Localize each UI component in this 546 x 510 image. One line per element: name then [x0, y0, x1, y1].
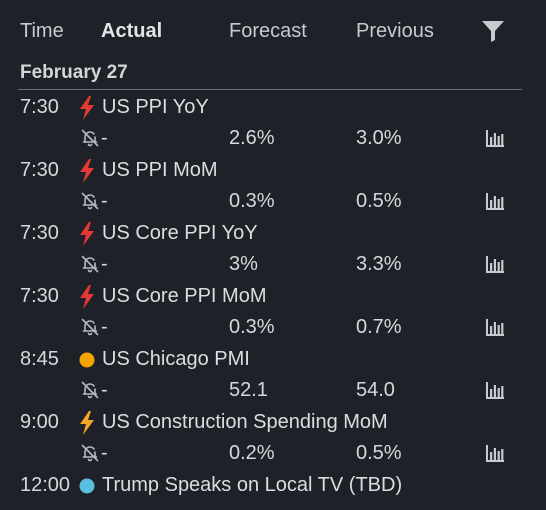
bell-off-icon[interactable] — [80, 317, 100, 337]
header-time[interactable]: Time — [20, 20, 64, 42]
event-forecast: 0.3% — [229, 190, 275, 212]
chart-icon[interactable] — [484, 253, 506, 275]
event-list: 7:30 US PPI YoY - 2.6% 3.0% 7:30 US PPI MoM - 0.… — [0, 94, 546, 510]
chart-icon[interactable] — [484, 442, 506, 464]
filter-icon[interactable] — [480, 18, 506, 44]
chart-icon[interactable] — [484, 379, 506, 401]
medium-impact-dot-icon — [78, 348, 96, 372]
bell-off-icon[interactable] — [80, 128, 100, 148]
event-name[interactable]: US Construction Spending MoM — [102, 411, 388, 433]
event-forecast: 2.6% — [229, 127, 275, 149]
bell-off-icon[interactable] — [80, 443, 100, 463]
medium-impact-lightning-icon — [78, 411, 96, 435]
high-impact-lightning-icon — [78, 285, 96, 309]
event-actual: - — [101, 442, 108, 464]
calendar-header: Time Actual Forecast Previous — [0, 0, 546, 62]
event-actual: - — [101, 379, 108, 401]
event-row: 8:45 US Chicago PMI - 52.1 54.0 — [0, 346, 546, 409]
low-impact-dot-icon — [78, 474, 96, 498]
event-forecast: 52.1 — [229, 379, 268, 401]
event-time: 7:30 — [20, 222, 59, 244]
date-divider — [18, 89, 522, 90]
event-row: 7:30 US Core PPI YoY - 3% 3.3% — [0, 220, 546, 283]
event-previous: 0.7% — [356, 316, 402, 338]
event-name[interactable]: US Core PPI MoM — [102, 285, 267, 307]
event-previous: 0.5% — [356, 442, 402, 464]
header-forecast[interactable]: Forecast — [229, 20, 307, 42]
event-row: 9:00 US Construction Spending MoM - 0.2% 0.5… — [0, 409, 546, 472]
event-forecast: 3% — [229, 253, 258, 275]
chart-icon[interactable] — [484, 316, 506, 338]
event-name[interactable]: US PPI YoY — [102, 96, 209, 118]
high-impact-lightning-icon — [78, 222, 96, 246]
event-time: 7:30 — [20, 96, 59, 118]
event-previous: 54.0 — [356, 379, 395, 401]
bell-off-icon[interactable] — [80, 191, 100, 211]
high-impact-lightning-icon — [78, 159, 96, 183]
event-forecast: 0.3% — [229, 316, 275, 338]
event-name[interactable]: US Core PPI YoY — [102, 222, 258, 244]
chart-icon[interactable] — [484, 127, 506, 149]
event-time: 7:30 — [20, 159, 59, 181]
event-previous: 3.0% — [356, 127, 402, 149]
event-forecast: 0.2% — [229, 442, 275, 464]
bell-off-icon[interactable] — [80, 254, 100, 274]
event-row: 12:00 Trump Speaks on Local TV (TBD) — [0, 472, 546, 510]
event-name[interactable]: US PPI MoM — [102, 159, 218, 181]
event-row: 7:30 US PPI YoY - 2.6% 3.0% — [0, 94, 546, 157]
event-actual: - — [101, 127, 108, 149]
bell-off-icon[interactable] — [80, 380, 100, 400]
event-row: 7:30 US PPI MoM - 0.3% 0.5% — [0, 157, 546, 220]
high-impact-lightning-icon — [78, 96, 96, 120]
header-previous[interactable]: Previous — [356, 20, 434, 42]
header-actual[interactable]: Actual — [101, 20, 163, 42]
event-row: 7:30 US Core PPI MoM - 0.3% 0.7% — [0, 283, 546, 346]
event-previous: 3.3% — [356, 253, 402, 275]
event-time: 12:00 — [20, 474, 71, 496]
event-previous: 0.5% — [356, 190, 402, 212]
event-actual: - — [101, 190, 108, 212]
event-time: 7:30 — [20, 285, 59, 307]
event-actual: - — [101, 316, 108, 338]
event-actual: - — [101, 253, 108, 275]
event-name[interactable]: Trump Speaks on Local TV (TBD) — [102, 474, 403, 496]
event-name[interactable]: US Chicago PMI — [102, 348, 250, 370]
event-time: 8:45 — [20, 348, 59, 370]
event-time: 9:00 — [20, 411, 59, 433]
date-heading: February 27 — [20, 62, 128, 83]
chart-icon[interactable] — [484, 190, 506, 212]
